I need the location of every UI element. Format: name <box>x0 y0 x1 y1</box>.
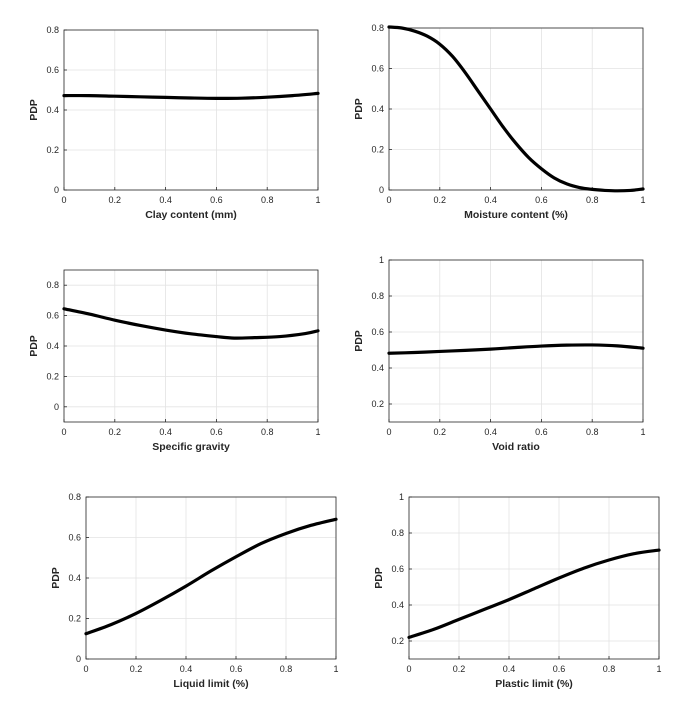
x-tick-label: 1 <box>315 195 320 205</box>
x-tick-label: 0 <box>406 664 411 674</box>
y-tick-label: 0.8 <box>46 25 59 35</box>
x-tick-label: 0.8 <box>586 427 599 437</box>
y-tick-label: 0.4 <box>68 573 81 583</box>
y-tick-label: 0.2 <box>68 614 81 624</box>
y-tick-label: 0.6 <box>371 64 384 74</box>
x-tick-label: 0.4 <box>503 664 516 674</box>
y-tick-label: 0.8 <box>46 280 59 290</box>
x-tick-label: 0.2 <box>434 427 447 437</box>
y-tick-label: 0.4 <box>391 600 404 610</box>
x-tick-label: 1 <box>640 427 645 437</box>
y-tick-label: 0.8 <box>391 528 404 538</box>
x-tick-label: 0.6 <box>535 195 548 205</box>
x-tick-label: 1 <box>333 664 338 674</box>
y-axis-label: PDP <box>28 335 40 357</box>
y-axis-label: PDP <box>373 567 385 589</box>
x-tick-label: 0.4 <box>484 195 497 205</box>
y-tick-label: 0.8 <box>68 492 81 502</box>
x-axis-label: Moisture content (%) <box>464 209 568 221</box>
x-axis-label: Liquid limit (%) <box>173 678 248 690</box>
y-tick-label: 0.4 <box>371 363 384 373</box>
chart-void: 0 0.2 0.4 0.6 0.8 1 0.2 0.4 0.6 0.8 1 Void ratio PDP <box>353 255 646 453</box>
x-tick-label: 0.8 <box>261 195 274 205</box>
pdp-series-line <box>387 25 645 193</box>
y-tick-label: 0.6 <box>46 311 59 321</box>
chart-moisture: 0 0.2 0.4 0.6 0.8 1 0 0.2 0.4 0.6 0.8 Moisture cont… <box>353 23 646 221</box>
y-axis-label: PDP <box>353 330 365 352</box>
y-tick-label: 0 <box>54 185 59 195</box>
x-tick-label: 0 <box>83 664 88 674</box>
y-tick-label: 0.6 <box>371 327 384 337</box>
x-tick-label: 1 <box>656 664 661 674</box>
x-tick-label: 0.2 <box>453 664 466 674</box>
x-tick-label: 0.4 <box>180 664 193 674</box>
x-tick-label: 0.6 <box>210 195 223 205</box>
x-axis-label: Specific gravity <box>152 441 230 453</box>
y-tick-label: 0.8 <box>371 23 384 33</box>
y-tick-label: 0 <box>76 654 81 664</box>
y-tick-label: 0.2 <box>371 399 384 409</box>
x-tick-label: 0 <box>61 427 66 437</box>
x-tick-label: 0.4 <box>159 195 172 205</box>
x-tick-label: 0.2 <box>130 664 143 674</box>
y-tick-label: 0.6 <box>68 533 81 543</box>
pdp-series-line <box>62 91 320 101</box>
pdp-series-line <box>407 548 661 639</box>
y-tick-label: 0.4 <box>46 105 59 115</box>
x-tick-label: 1 <box>640 195 645 205</box>
chart-plastic: 0 0.2 0.4 0.6 0.8 1 0.2 0.4 0.6 0.8 1 Plastic limit… <box>373 492 662 690</box>
plot-frame <box>408 496 660 660</box>
x-tick-label: 0.2 <box>109 195 122 205</box>
y-axis-label: PDP <box>50 567 62 589</box>
y-tick-label: 0.2 <box>391 636 404 646</box>
chart-gravity: 0 0.2 0.4 0.6 0.8 1 0 0.2 0.4 0.6 0.8 Specific grav… <box>28 269 321 453</box>
y-tick-label: 0.2 <box>371 145 384 155</box>
y-tick-label: 0.4 <box>46 341 59 351</box>
pdp-series-line <box>62 307 320 340</box>
x-tick-label: 0.4 <box>159 427 172 437</box>
x-tick-label: 0 <box>61 195 66 205</box>
x-tick-label: 1 <box>315 427 320 437</box>
y-tick-label: 0.6 <box>46 65 59 75</box>
y-tick-label: 0.2 <box>46 371 59 381</box>
y-axis-label: PDP <box>28 99 40 121</box>
pdp-series-line <box>387 343 645 355</box>
x-tick-label: 0.8 <box>603 664 616 674</box>
x-tick-label: 0.2 <box>109 427 122 437</box>
x-tick-label: 0.8 <box>586 195 599 205</box>
y-tick-label: 0.4 <box>371 104 384 114</box>
y-tick-label: 0 <box>379 185 384 195</box>
x-tick-label: 0 <box>386 195 391 205</box>
x-tick-label: 0.2 <box>434 195 447 205</box>
y-tick-label: 1 <box>399 492 404 502</box>
x-tick-label: 0.4 <box>484 427 497 437</box>
y-tick-label: 0.8 <box>371 291 384 301</box>
x-axis-label: Void ratio <box>492 441 540 453</box>
x-axis-label: Clay content (mm) <box>145 209 237 221</box>
x-tick-label: 0.6 <box>230 664 243 674</box>
x-tick-label: 0.6 <box>535 427 548 437</box>
x-tick-label: 0.8 <box>261 427 274 437</box>
plot-frame <box>388 259 644 423</box>
pdp-series-line <box>84 517 338 636</box>
x-axis-label: Plastic limit (%) <box>495 678 573 690</box>
x-tick-label: 0 <box>386 427 391 437</box>
y-tick-label: 0 <box>54 402 59 412</box>
chart-liquid: 0 0.2 0.4 0.6 0.8 1 0 0.2 0.4 0.6 0.8 Liquid limit … <box>50 492 339 690</box>
y-tick-label: 1 <box>379 255 384 265</box>
x-tick-label: 0.6 <box>553 664 566 674</box>
chart-clay: 0 0.2 0.4 0.6 0.8 1 0 0.2 0.4 0.6 0.8 Clay content … <box>28 25 321 221</box>
x-tick-label: 0.8 <box>280 664 293 674</box>
y-tick-label: 0.2 <box>46 145 59 155</box>
y-axis-label: PDP <box>353 98 365 120</box>
x-tick-label: 0.6 <box>210 427 223 437</box>
y-tick-label: 0.6 <box>391 564 404 574</box>
